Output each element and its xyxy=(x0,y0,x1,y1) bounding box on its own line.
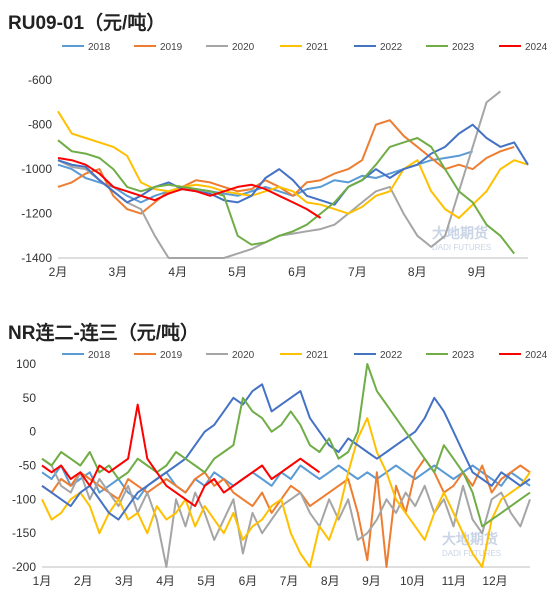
chart2-watermark: 大地期货 xyxy=(442,531,498,547)
chart1-ytick-label: -600 xyxy=(28,73,52,87)
chart2-legend-label-2024: 2024 xyxy=(525,350,548,361)
chart1-legend-label-2021: 2021 xyxy=(306,42,329,53)
chart2-series-2018 xyxy=(41,464,531,501)
chart2-ytick-label: -100 xyxy=(12,492,36,506)
chart1-ytick-label: -800 xyxy=(28,118,52,132)
chart2-ytick-label: -200 xyxy=(12,560,36,574)
chart2-ytick-label: 50 xyxy=(23,391,37,405)
chart1-title: RU09-01（元/吨） xyxy=(8,13,166,34)
chart2-xtick-label: 3月 xyxy=(115,574,134,588)
chart2-xtick-label: 9月 xyxy=(362,574,381,588)
chart2-series-2024 xyxy=(41,403,321,508)
chart2-xtick-label: 5月 xyxy=(197,574,216,588)
chart2-xtick-label: 2月 xyxy=(74,574,93,588)
chart1-series-2023 xyxy=(57,137,515,255)
chart2-xtick-label: 1月 xyxy=(33,574,52,588)
chart2-xtick-label: 6月 xyxy=(239,574,258,588)
chart1-xtick-label: 4月 xyxy=(168,265,187,279)
chart1-xtick-label: 5月 xyxy=(228,265,247,279)
chart2-title: NR连二-连三（元/吨） xyxy=(8,323,200,344)
chart1-legend-label-2018: 2018 xyxy=(88,42,111,53)
chart1-legend-label-2024: 2024 xyxy=(525,42,548,53)
chart1-watermark: 大地期货 xyxy=(432,225,488,241)
chart2-series-2019 xyxy=(41,457,531,568)
chart2-legend-label-2020: 2020 xyxy=(232,350,255,361)
chart2-ytick-label: -50 xyxy=(19,459,37,473)
chart2-xtick-label: 11月 xyxy=(442,574,466,588)
chart1-xtick-label: 6月 xyxy=(288,265,307,279)
chart1-series-2022 xyxy=(57,123,529,206)
chart1-series-2024 xyxy=(57,157,322,219)
chart2-xtick-label: 8月 xyxy=(321,574,340,588)
chart2-series-2021 xyxy=(41,417,531,568)
chart2-legend-label-2019: 2019 xyxy=(160,350,183,361)
chart1-legend-label-2023: 2023 xyxy=(452,42,475,53)
chart1-xtick-label: 7月 xyxy=(348,265,367,279)
chart2-xtick-label: 10月 xyxy=(400,574,425,588)
chart2-series-2022 xyxy=(41,383,531,521)
chart1-ytick-label: -1200 xyxy=(21,207,52,221)
chart1-xtick-label: 2月 xyxy=(49,265,68,279)
chart1-xtick-label: 8月 xyxy=(408,265,427,279)
chart2-ytick-label: 100 xyxy=(16,357,36,371)
chart1-ytick-label: -1000 xyxy=(21,162,52,176)
chart2-xtick-label: 12月 xyxy=(482,574,507,588)
chart2-legend-label-2023: 2023 xyxy=(452,350,475,361)
chart1-series-2021 xyxy=(57,110,529,219)
chart1-xtick-label: 9月 xyxy=(468,265,487,279)
chart2-xtick-label: 7月 xyxy=(280,574,299,588)
chart1-legend-label-2020: 2020 xyxy=(232,42,255,53)
chart1-plot: 2018 2019 2020 2021 2022 2023 2024 -600 -800 -100… xyxy=(21,42,548,279)
chart1-legend-label-2019: 2019 xyxy=(160,42,183,53)
chart2-xtick-label: 4月 xyxy=(156,574,175,588)
chart2-legend-label-2022: 2022 xyxy=(380,350,403,361)
chart1-watermark-en: DADI FUTURES xyxy=(432,243,491,252)
chart1-ytick-label: -1400 xyxy=(21,251,52,265)
chart1-series-2019 xyxy=(57,119,515,215)
chart2-legend-label-2018: 2018 xyxy=(88,350,111,361)
chart1-xtick-label: 3月 xyxy=(109,265,128,279)
chart2-ytick-label: -150 xyxy=(12,526,36,540)
chart2-ytick-label: 0 xyxy=(29,425,36,439)
chart2-series-2020 xyxy=(41,457,531,568)
chart2-legend-label-2021: 2021 xyxy=(306,350,329,361)
chart1-legend-label-2022: 2022 xyxy=(380,42,403,53)
chart2-plot: 2018 2019 2020 2021 2022 2023 2024 100 50 0 -50 -10… xyxy=(12,350,548,588)
chart2-series-2023 xyxy=(41,363,531,528)
